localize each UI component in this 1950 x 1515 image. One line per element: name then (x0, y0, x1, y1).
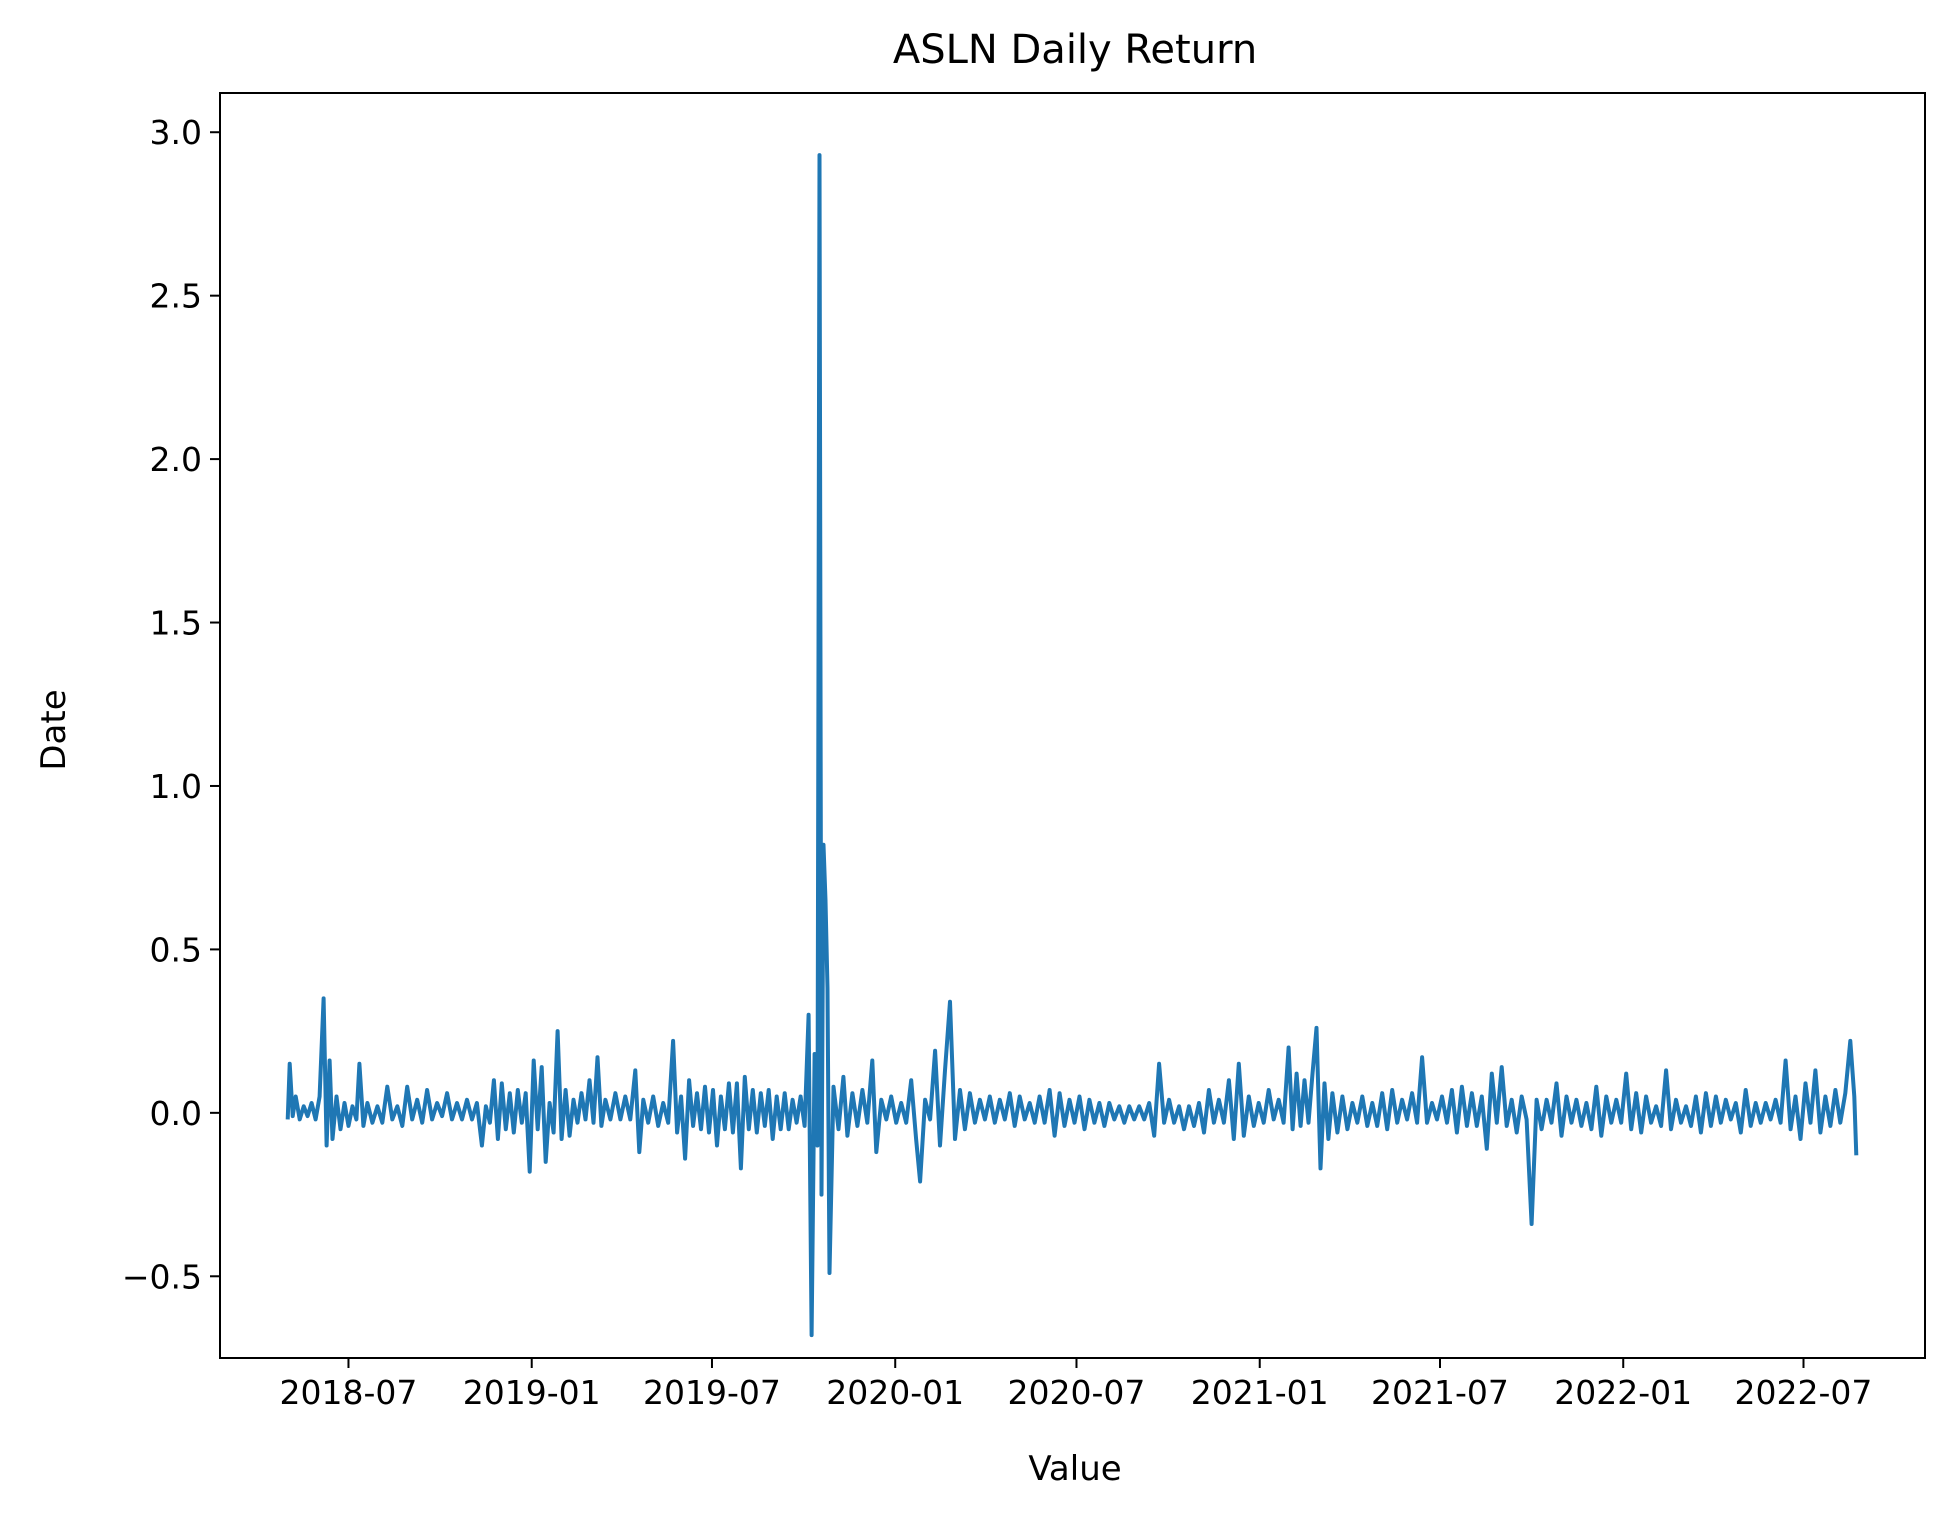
y-tick-label: 0.0 (150, 1094, 202, 1133)
x-tick-label: 2021-01 (1191, 1373, 1329, 1412)
y-axis: −0.5 0.0 0.5 1.0 1.5 2.0 2.5 3.0 (122, 113, 220, 1296)
x-tick-label: 2020-01 (826, 1373, 964, 1412)
x-tick-label: 2018-07 (280, 1373, 418, 1412)
x-tick-label: 2019-07 (643, 1373, 781, 1412)
y-tick-label: −0.5 (122, 1257, 202, 1296)
x-tick-label: 2022-07 (1735, 1373, 1873, 1412)
y-tick-label: 0.5 (150, 930, 202, 969)
series-line (285, 153, 1859, 1338)
chart-title: ASLN Daily Return (893, 27, 1257, 73)
x-tick-label: 2022-01 (1554, 1373, 1692, 1412)
y-tick-label: 2.0 (150, 440, 202, 479)
x-axis-label: Value (1028, 1449, 1121, 1489)
y-tick-label: 3.0 (150, 113, 202, 152)
y-tick-label: 1.0 (150, 767, 202, 806)
x-axis: 2018-07 2019-01 2019-07 2020-01 2020-07 2021-… (280, 1358, 1873, 1412)
y-axis-label: Date (34, 689, 74, 770)
axes-frame (219, 92, 1926, 1359)
plot-area (285, 153, 1859, 1338)
y-tick-label: 2.5 (150, 277, 202, 316)
x-tick-label: 2021-07 (1371, 1373, 1509, 1412)
x-tick-label: 2020-07 (1008, 1373, 1146, 1412)
y-tick-label: 1.5 (150, 604, 202, 643)
x-tick-label: 2019-01 (463, 1373, 601, 1412)
